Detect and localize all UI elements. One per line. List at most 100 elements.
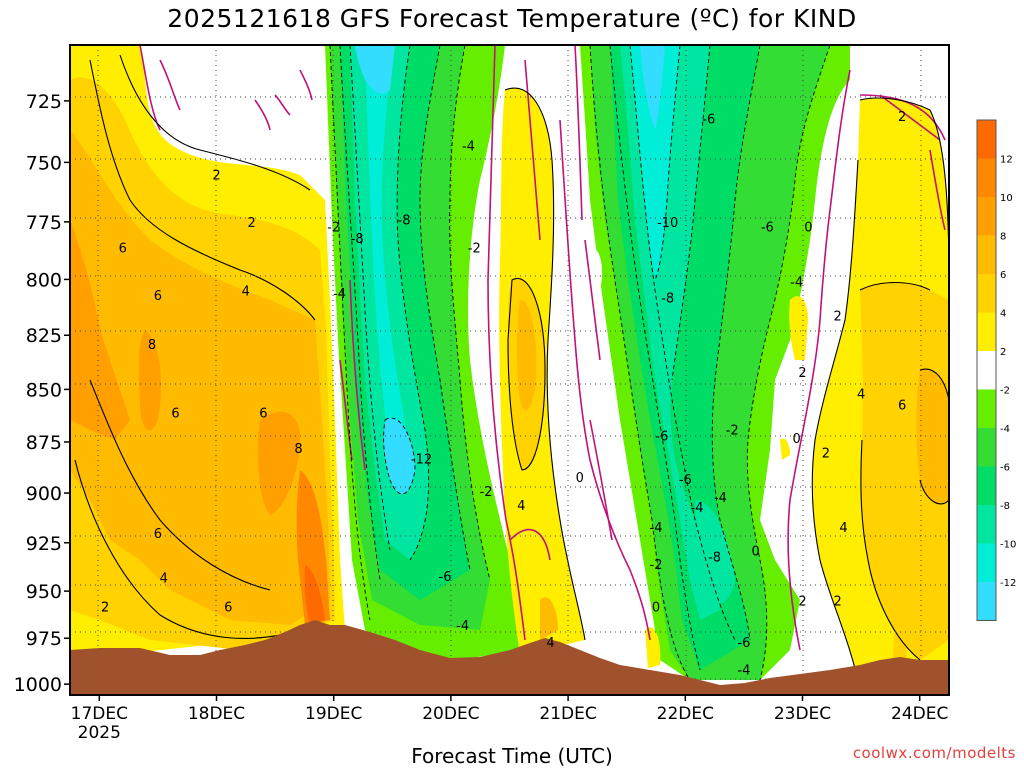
x-tick-label: 21DEC [539,704,596,724]
contour-label: 0 [792,432,800,447]
contour-label: -8 [398,214,411,229]
contour-label: -4 [650,521,663,536]
colorbar-bin [977,312,996,351]
y-tick-label: 1000 [14,674,62,696]
colorbar-bin [977,505,996,544]
chart-title: 2025121618 GFS Forecast Temperature (ºC)… [167,4,857,33]
contour-label: -2 [327,221,340,236]
contour-label: 2 [834,309,842,324]
colorbar-bin [977,274,996,313]
contour-label: -6 [679,473,692,488]
colorbar-label: 6 [1000,270,1006,281]
contour-label: -4 [333,287,346,302]
y-tick-label: 725 [26,91,62,113]
contour-label: 0 [804,221,812,236]
contour-label: -4 [462,139,475,154]
colorbar-label: -8 [1000,501,1010,512]
y-tick-label: 950 [26,581,62,603]
contour-label: 2 [898,110,906,125]
colorbar-bin [977,120,996,159]
contour-label: -6 [737,636,750,651]
contour-label: 6 [259,407,267,422]
contour-label: -4 [737,664,750,679]
contour-label: 2 [248,216,256,231]
colorbar-label: 2 [1000,347,1006,358]
colorbar-bin [977,158,996,197]
contour-label: 4 [160,572,168,587]
contour-label: -8 [661,291,674,306]
contour-label: 6 [119,241,127,256]
contour-label: 2 [101,600,109,615]
contour-labels: 2 2 2 4 4 6 6 6 6 6 6 8 8 -2 -8 -4 -8 -4 -2 -12 -2 -6 -4 4 0 4 -10… [101,110,906,679]
contour-label: -6 [761,221,774,236]
contour-label: 4 [242,285,250,300]
contour-label: -4 [691,501,704,516]
colorbar-bin [977,428,996,467]
colorbar-bin [977,197,996,236]
contour-label: -8 [708,550,721,565]
colorbar-label: 8 [1000,232,1006,243]
x-tick-label: 17DEC [71,704,128,724]
y-tick-label: 800 [26,269,62,291]
contour-label: 0 [652,600,660,615]
y-tick-label: 925 [26,533,62,555]
y-tick-label: 975 [26,628,62,650]
contour-label: 6 [171,407,179,422]
x-tick-label: 18DEC [188,704,245,724]
credit-link[interactable]: coolwx.com/modelts [852,744,1016,762]
contour-label: 0 [576,471,584,486]
contour-label: -10 [657,216,678,231]
plot-frame [69,44,950,696]
contour-label: 6 [224,600,232,615]
contour-label: -4 [714,491,727,506]
colorbar-label: -2 [1000,386,1010,397]
colorbar-label: 4 [1000,309,1006,320]
colorbar: 12 10 8 6 4 2 -2 -4 -6 -8 -10 -12 [976,119,1016,621]
colorbar-frame [976,119,997,621]
x-axis: 17DEC 18DEC 19DEC 20DEC 21DEC 22DEC 23DEC 24DEC… [71,695,948,743]
colorbar-bin [977,466,996,505]
colorbar-label: -4 [1000,424,1010,435]
contour-label: 6 [898,398,906,413]
contour-label: -12 [411,452,432,467]
filled-temperature-field [70,45,949,695]
contour-label: 4 [857,388,865,403]
terrain-surface [70,620,949,695]
contour-label: 0 [751,545,759,560]
x-axis-label: Forecast Time (UTC) [411,744,613,768]
contour-label: -2 [468,241,481,256]
contour-label: 2 [212,168,220,183]
contour-label: -6 [702,112,715,127]
contour-label: 6 [154,527,162,542]
colorbar-bin [977,235,996,274]
contour-label: -2 [650,558,663,573]
y-tick-label: 850 [26,379,62,401]
x-year-label: 2025 [78,723,121,743]
y-tick-label: 825 [26,325,62,347]
contour-label: 8 [294,442,302,457]
colorbar-label: 10 [1000,193,1013,204]
colorbar-label: -6 [1000,463,1010,474]
contour-label: 2 [834,595,842,610]
contour-label: 4 [546,636,554,651]
contour-label: -8 [351,232,364,247]
contour-label: 2 [798,366,806,381]
colorbar-label: -10 [1000,540,1016,551]
contour-label: 4 [839,521,847,536]
contour-label: -2 [480,485,493,500]
y-tick-label: 875 [26,432,62,454]
x-tick-label: 19DEC [305,704,362,724]
contour-label: 2 [798,595,806,610]
y-tick-label: 775 [26,212,62,234]
contour-label: 6 [154,289,162,304]
y-axis: 725 750 775 800 825 850 875 900 925 950 975 1000 [14,91,70,696]
contour-label: -2 [726,423,739,438]
x-tick-label: 22DEC [657,704,714,724]
colorbar-bin [977,582,996,621]
x-tick-label: 24DEC [891,704,948,724]
contour-label: -4 [456,619,469,634]
contour-label: -6 [655,430,668,445]
y-tick-label: 900 [26,483,62,505]
contour-label: -4 [790,276,803,291]
x-tick-label: 23DEC [774,704,831,724]
